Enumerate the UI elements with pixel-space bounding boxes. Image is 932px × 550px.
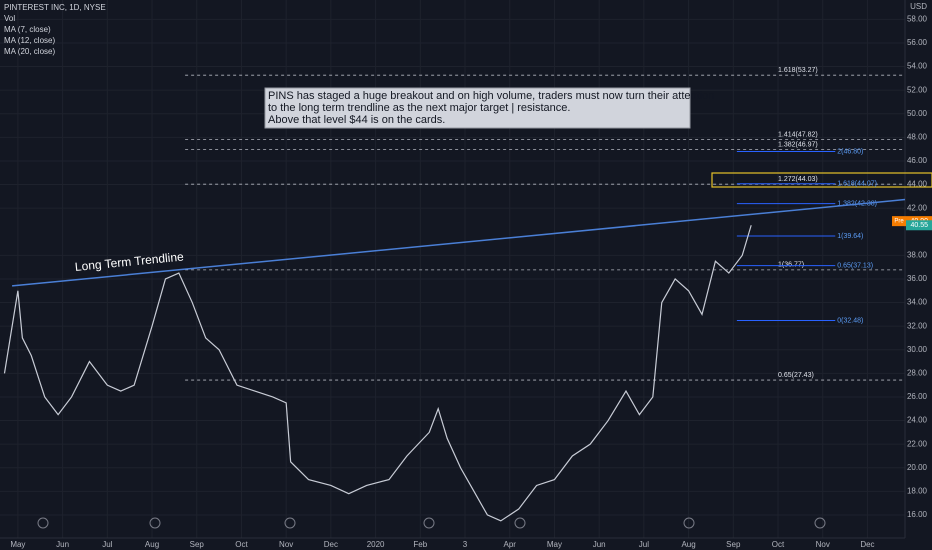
annotation-text: Above that level $44 is on the cards. [268, 114, 445, 126]
x-tick-label: Oct [772, 540, 785, 549]
y-tick-label: 42.00 [907, 203, 928, 212]
y-tick-label: 30.00 [907, 345, 928, 354]
x-tick-label: May [10, 540, 25, 549]
x-tick-label: Jul [102, 540, 112, 549]
y-tick-label: 16.00 [907, 510, 928, 519]
y-tick-label: 26.00 [907, 392, 928, 401]
annotation-box [264, 87, 691, 129]
earnings-marker [683, 517, 695, 529]
x-tick-label: 2020 [367, 540, 385, 549]
earnings-markers [37, 517, 826, 529]
x-tick-label: Feb [413, 540, 427, 549]
indicator-label: MA (7, close) [4, 25, 51, 34]
trendline [12, 198, 906, 287]
currency: USD [910, 2, 927, 11]
x-tick-label: Dec [324, 540, 338, 549]
x-tick-label: Jun [593, 540, 606, 549]
annotation-text: PINS has staged a huge breakout and on h… [268, 90, 714, 102]
y-tick-label: 22.00 [907, 439, 928, 448]
fib-label-2: 2(46.80) [837, 148, 863, 155]
y-tick-label: 38.00 [907, 250, 928, 259]
y-tick-label: 54.00 [907, 62, 928, 71]
x-tick-label: Apr [504, 540, 517, 549]
y-tick-label: 36.00 [907, 274, 928, 283]
fib-label: 0.65(27.43) [778, 372, 814, 379]
earnings-marker [284, 517, 296, 529]
fib-label-2: 1.618(44.07) [837, 181, 877, 188]
earnings-marker [814, 517, 826, 529]
y-tick-label: 56.00 [907, 38, 928, 47]
x-tick-label: Jul [639, 540, 649, 549]
x-tick-label: Oct [235, 540, 248, 549]
y-tick-label: 58.00 [907, 14, 928, 23]
x-tick-label: 3 [463, 540, 468, 549]
price-label: 40.55 [910, 222, 928, 229]
x-tick-label: Sep [190, 540, 205, 549]
fib-label-2: 0(32.48) [837, 317, 863, 324]
indicator-label: MA (12, close) [4, 36, 55, 45]
x-tick-label: Jun [56, 540, 69, 549]
fib-label-2: 0.65(37.13) [837, 262, 873, 269]
price-tag: Pre [894, 219, 904, 225]
price-line [3, 225, 752, 522]
y-tick-label: 50.00 [907, 109, 928, 118]
earnings-marker [149, 517, 161, 529]
x-tick-label: Nov [816, 540, 830, 549]
y-tick-label: 46.00 [907, 156, 928, 165]
earnings-marker [37, 517, 49, 529]
annotation-text: to the long term trendline as the next m… [268, 102, 570, 114]
y-tick-label: 44.00 [907, 180, 928, 189]
y-tick-label: 18.00 [907, 486, 928, 495]
x-tick-label: Dec [860, 540, 874, 549]
y-tick-label: 28.00 [907, 368, 928, 377]
indicator-label: Vol [4, 14, 15, 23]
fib-label-2: 1(39.64) [837, 233, 863, 240]
x-tick-label: Sep [726, 540, 741, 549]
highlight-box [711, 172, 932, 188]
x-tick-label: Aug [681, 540, 695, 549]
x-tick-label: Aug [145, 540, 159, 549]
earnings-marker [423, 517, 435, 529]
earnings-marker [514, 517, 526, 529]
y-tick-label: 48.00 [907, 132, 928, 141]
y-tick-label: 20.00 [907, 463, 928, 472]
fib-label: 1.382(46.97) [778, 141, 818, 148]
y-tick-label: 32.00 [907, 321, 928, 330]
indicator-label: MA (20, close) [4, 47, 55, 56]
x-tick-label: May [547, 540, 562, 549]
y-tick-label: 52.00 [907, 85, 928, 94]
fib-label: 1.618(53.27) [778, 67, 818, 74]
y-tick-label: 34.00 [907, 298, 928, 307]
y-tick-label: 24.00 [907, 416, 928, 425]
x-tick-label: Nov [279, 540, 293, 549]
price-label-bg [906, 220, 932, 231]
chart-title: PINTEREST INC, 1D, NYSE [4, 3, 106, 12]
fib-label: 1.272(44.03) [778, 176, 818, 183]
fib-label: 1.414(47.82) [778, 131, 818, 138]
price-tag-bg [892, 216, 906, 227]
